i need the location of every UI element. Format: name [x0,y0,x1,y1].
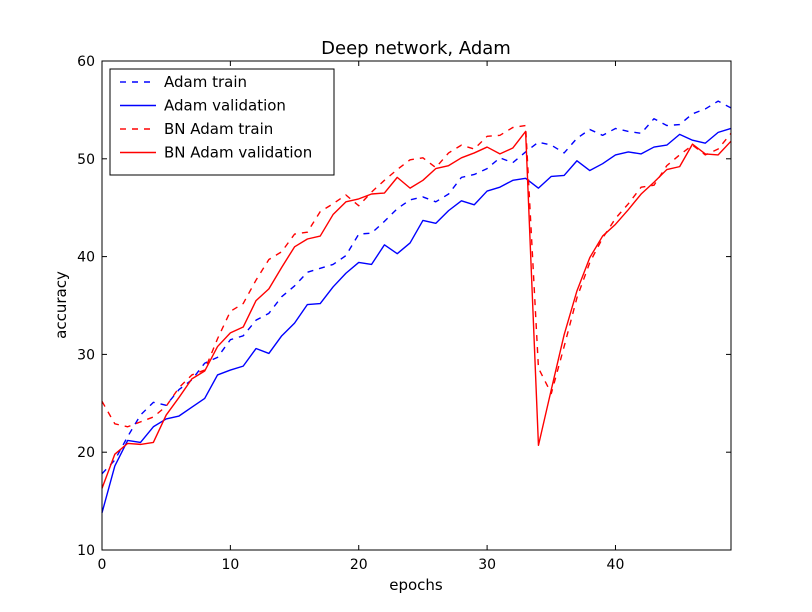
x-tick-label-0: 0 [98,557,107,573]
x-tick-label-3: 30 [478,557,496,573]
y-tick-label-5: 60 [77,54,95,70]
x-tick-label-4: 40 [607,557,625,573]
y-tick-label-4: 50 [77,152,95,168]
legend-label-3: BN Adam validation [164,144,312,162]
x-axis-label: epochs [389,576,443,594]
series-line-0 [101,100,732,475]
series-line-3 [101,130,732,489]
x-tick-label-1: 10 [221,557,239,573]
series-line-1 [101,127,732,514]
legend: Adam train Adam validation BN Adam train BN… [109,68,335,176]
chart-title: Deep network, Adam [321,38,511,59]
series-line-2 [101,124,732,428]
y-tick-label-1: 20 [77,445,95,461]
legend-label-0: Adam train [164,73,247,91]
y-axis-label: accuracy [52,271,70,339]
series-lines [101,100,732,514]
y-tick-label-0: 10 [77,543,95,559]
plot-frame [101,60,732,551]
y-tick-label-2: 30 [77,347,95,363]
legend-label-1: Adam validation [164,97,286,115]
legend-label-2: BN Adam train [164,120,273,138]
x-tick-label-2: 20 [350,557,368,573]
legend-box [109,68,335,176]
y-tick-label-3: 40 [77,250,95,266]
